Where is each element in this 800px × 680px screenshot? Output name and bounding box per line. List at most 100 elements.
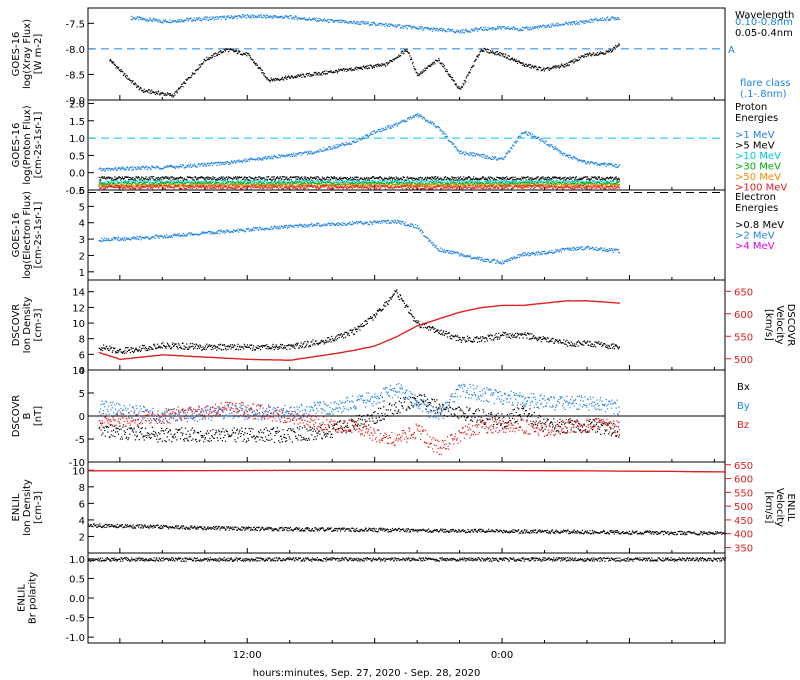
- data-point: [135, 183, 137, 185]
- data-point: [303, 181, 305, 184]
- data-point: [213, 180, 215, 182]
- data-point: [199, 165, 201, 167]
- data-point: [554, 146, 556, 148]
- data-point: [568, 157, 570, 159]
- data-point: [490, 182, 492, 184]
- data-point: [289, 156, 292, 158]
- data-point: [129, 179, 131, 181]
- data-point: [378, 65, 380, 67]
- data-point: [500, 53, 502, 55]
- data-point: [576, 60, 579, 62]
- data-point: [578, 59, 581, 61]
- data-point: [209, 182, 212, 184]
- data-point: [473, 152, 475, 154]
- data-point: [572, 155, 574, 158]
- data-point: [349, 69, 352, 71]
- data-point: [399, 181, 401, 184]
- data-point: [198, 16, 200, 19]
- data-point: [461, 183, 463, 185]
- data-point: [436, 60, 439, 62]
- data-point: [148, 180, 150, 182]
- data-point: [196, 180, 198, 182]
- data-point: [294, 15, 297, 17]
- data-point: [200, 163, 202, 165]
- data-point: [265, 179, 267, 181]
- data-point: [254, 176, 257, 178]
- data-point: [586, 53, 588, 55]
- data-point: [216, 16, 218, 18]
- data-point: [394, 58, 396, 60]
- data-point: [356, 22, 359, 24]
- data-point: [327, 182, 329, 184]
- data-point: [512, 59, 514, 61]
- data-point: [413, 26, 415, 28]
- data-point: [426, 180, 428, 182]
- data-point: [567, 154, 569, 156]
- data-point: [371, 182, 373, 184]
- data-point: [184, 178, 186, 181]
- data-point: [525, 63, 527, 65]
- data-point: [535, 65, 537, 68]
- data-point: [299, 180, 302, 182]
- data-point: [248, 15, 250, 18]
- data-point: [333, 180, 335, 182]
- data-point: [313, 74, 315, 76]
- data-point: [236, 176, 238, 178]
- data-point: [456, 180, 459, 182]
- data-point: [601, 183, 604, 186]
- data-point: [508, 151, 510, 153]
- data-point: [319, 148, 321, 150]
- data-point: [506, 182, 509, 184]
- data-point: [539, 67, 541, 69]
- data-point: [440, 178, 442, 180]
- data-point: [169, 179, 172, 181]
- data-point: [399, 55, 402, 57]
- data-point: [516, 60, 518, 63]
- data-point: [616, 181, 619, 183]
- data-point: [568, 21, 570, 23]
- data-point: [229, 177, 232, 179]
- data-point: [166, 181, 168, 183]
- data-point: [391, 178, 394, 180]
- data-point: [283, 79, 285, 81]
- data-point: [134, 180, 137, 182]
- data-point: [290, 76, 292, 78]
- data-point: [345, 141, 347, 144]
- data-point: [339, 144, 342, 147]
- data-point: [506, 152, 509, 155]
- data-point: [355, 182, 357, 184]
- data-point: [301, 153, 304, 155]
- legend-title: Wavelength: [735, 10, 794, 21]
- data-point: [440, 181, 442, 183]
- data-point: [316, 179, 318, 182]
- data-point: [601, 178, 604, 180]
- data-point: [429, 28, 432, 30]
- data-point: [137, 176, 139, 179]
- data-point: [608, 182, 610, 184]
- data-point: [266, 180, 269, 182]
- data-point: [204, 16, 207, 18]
- data-point: [138, 89, 140, 91]
- data-point: [583, 55, 586, 57]
- data-point: [557, 150, 559, 152]
- data-point: [199, 176, 202, 178]
- data-point: [239, 50, 241, 52]
- data-point: [363, 181, 365, 183]
- data-point: [458, 180, 460, 182]
- data-point: [584, 53, 586, 55]
- data-point: [114, 167, 116, 170]
- data-point: [408, 117, 410, 119]
- data-point: [325, 182, 327, 184]
- data-point: [239, 53, 242, 56]
- data-point: [134, 17, 136, 19]
- data-point: [576, 179, 578, 181]
- data-point: [213, 162, 215, 164]
- data-point: [600, 52, 602, 55]
- data-point: [414, 69, 416, 71]
- data-point: [186, 164, 188, 167]
- data-point: [326, 149, 328, 151]
- data-point: [590, 182, 592, 185]
- data-point: [371, 23, 374, 26]
- data-point: [358, 137, 360, 139]
- data-point: [532, 66, 534, 68]
